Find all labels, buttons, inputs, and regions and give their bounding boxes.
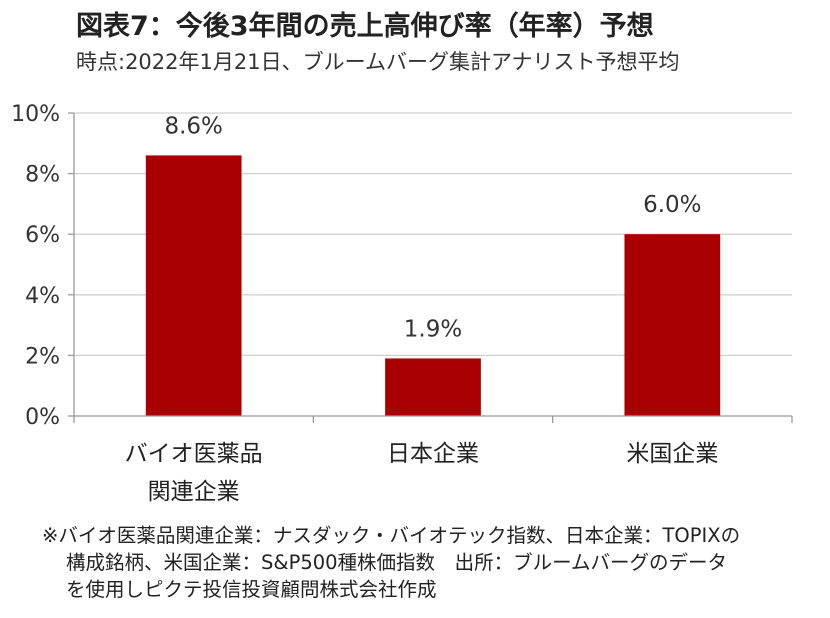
category-label: 日本企業 xyxy=(387,441,479,467)
bar xyxy=(624,234,721,416)
y-tick-label: 10% xyxy=(11,102,60,127)
chart-subtitle: 時点:2022年1月21日、ブルームバーグ集計アナリスト予想平均 xyxy=(76,50,680,74)
category-label: 関連企業 xyxy=(148,479,240,505)
footnote-line-3: を使用しピクテ投信投資顧問株式会社作成 xyxy=(66,578,437,601)
data-label: 8.6% xyxy=(164,113,222,139)
data-label: 1.9% xyxy=(404,316,462,342)
footnote-line-1: ※バイオ医薬品関連企業：ナスダック・バイオテック指数、日本企業：TOPIXの xyxy=(42,524,741,547)
category-label: バイオ医薬品 xyxy=(125,441,263,467)
y-tick-label: 8% xyxy=(25,163,60,188)
footnote: ※バイオ医薬品関連企業：ナスダック・バイオテック指数、日本企業：TOPIXの 構… xyxy=(42,522,822,603)
bar xyxy=(145,155,242,417)
footnote-line-2: 構成銘柄、米国企業：S&P500種株価指数 出所：ブルームバーグのデータ xyxy=(66,551,727,574)
axes xyxy=(68,112,793,423)
y-tick-label: 6% xyxy=(25,223,60,248)
y-tick-label: 2% xyxy=(25,344,60,369)
bars xyxy=(145,155,721,417)
y-tick-label: 4% xyxy=(25,284,60,309)
labels: 0% 2% 4% 6% 8% 10% 8.6% バイオ医薬品関連企業 1.9% 日本企業 6.0% 米… xyxy=(11,102,718,505)
chart-title: 図表7：今後3年間の売上高伸び率（年率）予想 xyxy=(76,11,654,42)
bar xyxy=(385,358,481,416)
data-label: 6.0% xyxy=(643,192,701,218)
category-label: 米国企業 xyxy=(626,441,718,467)
y-tick-label: 0% xyxy=(25,405,60,430)
